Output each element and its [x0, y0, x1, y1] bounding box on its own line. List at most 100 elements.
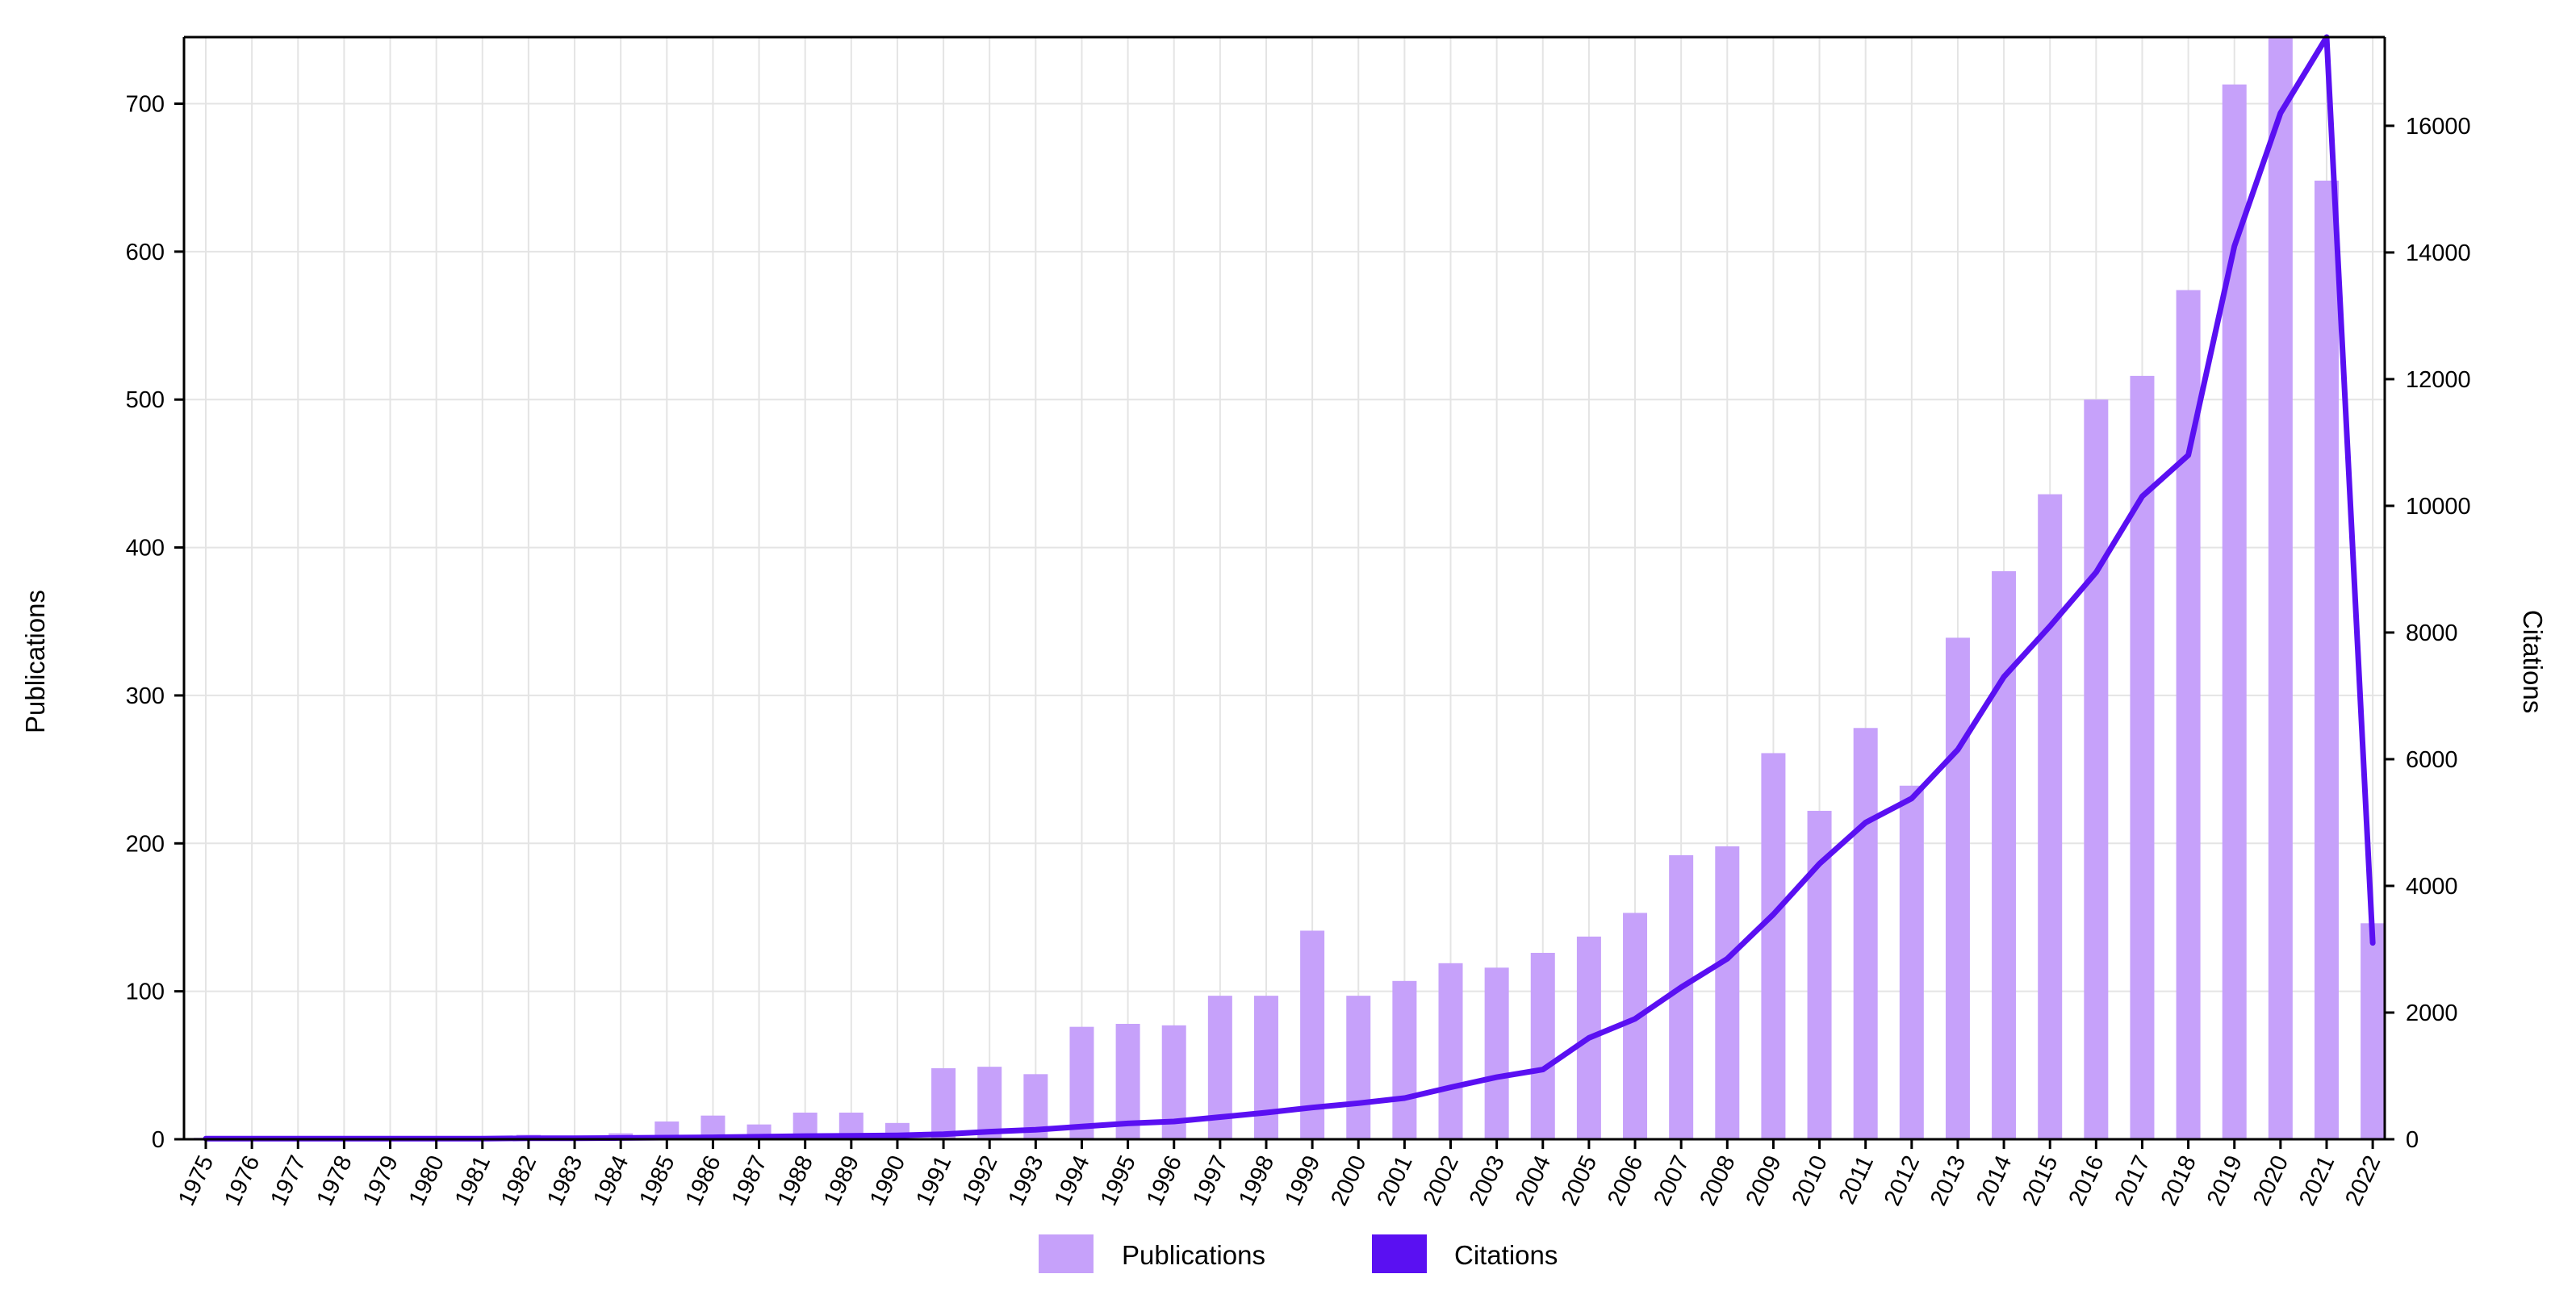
legend-swatch-publications — [1039, 1234, 1094, 1273]
right-tick-label: 16000 — [2406, 114, 2471, 140]
x-tick-label: 1993 — [1003, 1151, 1048, 1209]
bar-publications-2006 — [1623, 913, 1648, 1139]
legend-label-publications: Publications — [1122, 1240, 1265, 1270]
left-tick-label: 400 — [126, 536, 165, 562]
x-tick-label: 2021 — [2294, 1151, 2340, 1209]
x-tick-label: 1978 — [312, 1151, 357, 1209]
right-tick-label: 4000 — [2406, 874, 2458, 900]
x-tick-label: 1983 — [542, 1151, 588, 1209]
bar-publications-2000 — [1346, 996, 1371, 1139]
x-tick-label: 1988 — [773, 1151, 818, 1209]
bar-publications-2007 — [1669, 854, 1694, 1139]
x-tick-label: 1991 — [911, 1151, 956, 1209]
bar-publications-2016 — [2084, 399, 2109, 1140]
x-tick-label: 1990 — [865, 1151, 910, 1209]
bar-publications-2012 — [1899, 785, 1924, 1139]
x-tick-label: 2015 — [2018, 1151, 2063, 1209]
x-tick-label: 1987 — [727, 1151, 772, 1209]
right-axis-ticks: 0 2000 4000 6000 8000 10000 12000 14000 16000 — [2385, 114, 2471, 1153]
x-tick-label: 2014 — [1972, 1151, 2017, 1209]
x-tick-label: 1989 — [819, 1151, 864, 1209]
bar-publications-1998 — [1253, 996, 1278, 1139]
bar-publications-2015 — [2038, 494, 2063, 1139]
bar-publications-2017 — [2130, 375, 2155, 1140]
bars-layer — [194, 37, 2386, 1140]
x-tick-label: 2018 — [2156, 1151, 2202, 1209]
right-tick-label: 2000 — [2406, 1000, 2458, 1026]
left-tick-label: 300 — [126, 683, 165, 709]
x-tick-label: 1979 — [358, 1151, 404, 1209]
bar-publications-2008 — [1715, 846, 1740, 1139]
left-tick-label: 200 — [126, 831, 165, 857]
bar-publications-2011 — [1853, 728, 1878, 1139]
x-tick-label: 1995 — [1096, 1151, 1141, 1209]
x-tick-label: 2003 — [1465, 1151, 1510, 1209]
left-tick-label: 700 — [126, 92, 165, 118]
x-tick-label: 1998 — [1234, 1151, 1279, 1209]
x-tick-label: 1980 — [404, 1151, 450, 1209]
x-tick-label: 1985 — [634, 1151, 680, 1209]
bar-publications-2021 — [2314, 180, 2339, 1140]
x-tick-label: 2006 — [1603, 1151, 1648, 1209]
right-axis-title: Citations — [2518, 610, 2548, 713]
axes-layer — [182, 36, 2386, 1141]
legend: Publications Citations — [1039, 1234, 1558, 1273]
x-tick-label: 2019 — [2202, 1151, 2248, 1209]
x-tick-label: 2010 — [1788, 1151, 1833, 1209]
bar-publications-2009 — [1761, 753, 1786, 1139]
bar-publications-1995 — [1115, 1023, 1140, 1139]
x-tick-label: 1999 — [1280, 1151, 1325, 1209]
x-tick-label: 2001 — [1372, 1151, 1417, 1209]
right-tick-label: 0 — [2406, 1127, 2419, 1153]
x-tick-label: 2011 — [1834, 1151, 1879, 1208]
x-tick-label: 2008 — [1695, 1151, 1740, 1209]
x-tick-label: 2016 — [2064, 1151, 2109, 1209]
legend-label-citations: Citations — [1454, 1240, 1558, 1270]
bar-publications-2014 — [1992, 570, 2017, 1139]
right-tick-label: 14000 — [2406, 240, 2471, 266]
x-tick-label: 2017 — [2110, 1151, 2156, 1209]
x-tick-label: 2004 — [1511, 1151, 1556, 1209]
bar-publications-2003 — [1484, 967, 1509, 1139]
x-tick-label: 2000 — [1326, 1151, 1371, 1209]
x-tick-label: 1982 — [496, 1151, 542, 1209]
bar-publications-2004 — [1530, 952, 1555, 1139]
bar-publications-2019 — [2222, 84, 2247, 1139]
x-tick-label: 1992 — [957, 1151, 1002, 1209]
left-axis-title: Publications — [20, 590, 50, 733]
bar-publications-1991 — [931, 1067, 956, 1139]
x-tick-label: 1981 — [450, 1151, 496, 1209]
x-tick-label: 1977 — [266, 1151, 311, 1209]
x-tick-label: 1996 — [1142, 1151, 1187, 1209]
x-tick-label: 2020 — [2248, 1151, 2294, 1209]
right-tick-label: 12000 — [2406, 367, 2471, 393]
x-tick-label: 1976 — [220, 1151, 265, 1209]
left-tick-label: 0 — [152, 1127, 165, 1153]
x-tick-label: 1975 — [174, 1151, 219, 1209]
left-tick-label: 100 — [126, 979, 165, 1005]
right-tick-label: 6000 — [2406, 747, 2458, 773]
left-axis-ticks: 0 100 200 300 400 500 600 700 — [126, 92, 184, 1153]
x-tick-label: 2012 — [1880, 1151, 1925, 1209]
bar-publications-2020 — [2268, 37, 2293, 1139]
left-tick-label: 600 — [126, 240, 165, 265]
x-tick-label: 2009 — [1741, 1151, 1786, 1209]
x-tick-label: 2002 — [1419, 1151, 1464, 1209]
x-tick-label: 2005 — [1557, 1151, 1602, 1209]
bar-publications-2002 — [1438, 963, 1463, 1139]
x-tick-label: 1997 — [1188, 1151, 1233, 1209]
right-tick-label: 10000 — [2406, 494, 2471, 520]
x-tick-label: 1986 — [681, 1151, 726, 1209]
legend-swatch-citations — [1372, 1234, 1427, 1273]
x-tick-label: 1984 — [588, 1151, 634, 1209]
x-tick-label: 2013 — [1926, 1151, 1971, 1209]
x-tick-label: 1994 — [1050, 1151, 1095, 1209]
right-tick-label: 8000 — [2406, 620, 2458, 646]
bar-publications-2001 — [1392, 980, 1417, 1139]
x-axis-ticks: 1975 1976 1977 1978 1979 1980 1981 1982 1983 1984… — [174, 1139, 2386, 1209]
bar-publications-2013 — [1945, 637, 1970, 1139]
bar-publications-1992 — [977, 1067, 1002, 1139]
x-tick-label: 2007 — [1649, 1151, 1694, 1209]
